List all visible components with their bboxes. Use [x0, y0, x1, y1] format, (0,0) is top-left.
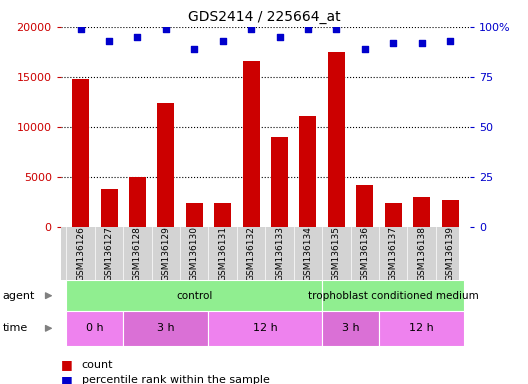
Bar: [379, 311, 464, 346]
Text: GSM136127: GSM136127: [105, 226, 114, 281]
Text: GSM136128: GSM136128: [133, 226, 142, 281]
Bar: [157, 103, 174, 227]
Bar: [299, 116, 316, 227]
Bar: [67, 311, 123, 346]
Text: GSM136131: GSM136131: [218, 226, 227, 281]
Text: GSM136139: GSM136139: [446, 226, 455, 281]
Text: GSM136135: GSM136135: [332, 226, 341, 281]
Text: ■: ■: [61, 358, 72, 371]
Text: 3 h: 3 h: [157, 323, 175, 333]
Point: [133, 34, 142, 40]
Text: GSM136137: GSM136137: [389, 226, 398, 281]
Bar: [356, 185, 373, 227]
Point: [332, 26, 341, 32]
Bar: [242, 61, 260, 227]
Point: [162, 26, 170, 32]
Bar: [186, 203, 203, 227]
Text: GSM136126: GSM136126: [76, 226, 85, 281]
Point: [219, 38, 227, 44]
Bar: [123, 311, 209, 346]
Text: 12 h: 12 h: [253, 323, 278, 333]
Bar: [100, 189, 118, 227]
Point: [77, 26, 85, 32]
Text: GSM136133: GSM136133: [275, 226, 284, 281]
Bar: [271, 137, 288, 227]
Point: [247, 26, 256, 32]
Text: GSM136138: GSM136138: [417, 226, 426, 281]
Text: GDS2414 / 225664_at: GDS2414 / 225664_at: [187, 10, 341, 23]
Bar: [214, 203, 231, 227]
Text: agent: agent: [3, 291, 35, 301]
Bar: [129, 177, 146, 227]
Bar: [72, 79, 89, 227]
Text: GSM136132: GSM136132: [247, 226, 256, 281]
Bar: [67, 280, 322, 311]
Bar: [413, 197, 430, 227]
Text: control: control: [176, 291, 212, 301]
Point: [361, 46, 369, 52]
Text: GSM136136: GSM136136: [360, 226, 369, 281]
Text: 0 h: 0 h: [86, 323, 103, 333]
Text: trophoblast conditioned medium: trophoblast conditioned medium: [308, 291, 478, 301]
Text: 3 h: 3 h: [342, 323, 360, 333]
Point: [446, 38, 454, 44]
Bar: [322, 311, 379, 346]
Text: time: time: [3, 323, 28, 333]
Text: ■: ■: [61, 374, 72, 384]
Bar: [328, 52, 345, 227]
Text: count: count: [82, 360, 114, 370]
Bar: [385, 203, 402, 227]
Point: [418, 40, 426, 46]
Point: [275, 34, 284, 40]
Text: 12 h: 12 h: [409, 323, 434, 333]
Bar: [322, 280, 464, 311]
Text: GSM136129: GSM136129: [162, 226, 171, 281]
Point: [105, 38, 113, 44]
Text: GSM136134: GSM136134: [304, 226, 313, 281]
Text: GSM136130: GSM136130: [190, 226, 199, 281]
Text: percentile rank within the sample: percentile rank within the sample: [82, 375, 270, 384]
Point: [190, 46, 199, 52]
Bar: [209, 311, 322, 346]
Bar: [441, 200, 458, 227]
Point: [389, 40, 398, 46]
Point: [304, 26, 312, 32]
